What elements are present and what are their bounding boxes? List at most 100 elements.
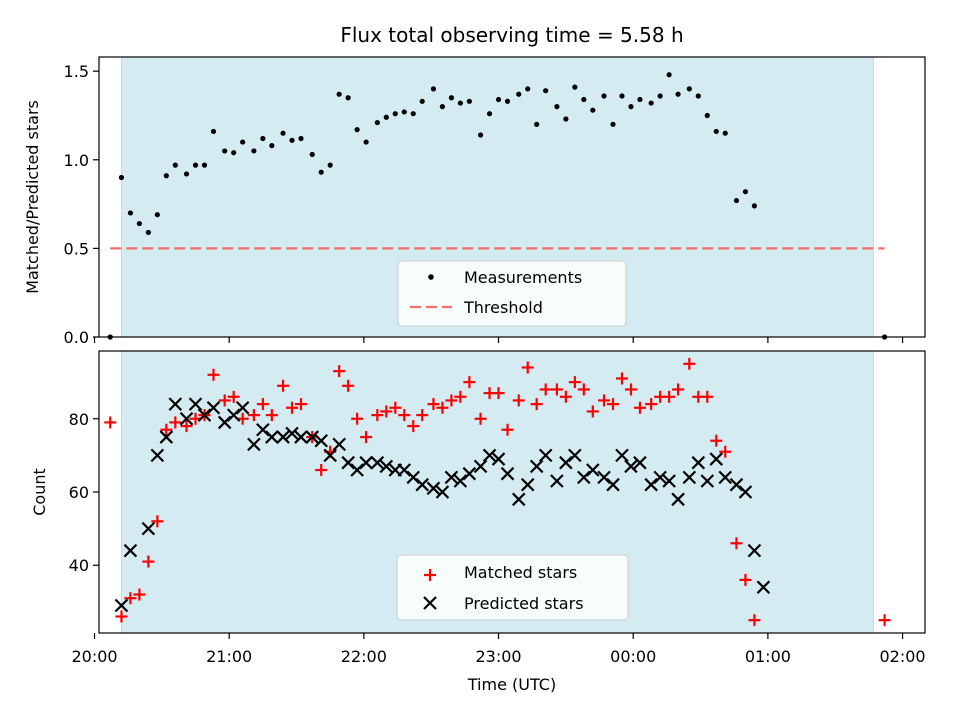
measurement-point [374, 119, 380, 126]
measurement-point [327, 162, 333, 168]
measurement-point [392, 111, 398, 117]
matched-star-point [227, 390, 240, 403]
measurement-point [504, 98, 511, 104]
x-axis-label: Time (UTC) [467, 675, 556, 694]
matched-star-point [389, 401, 402, 414]
matched-star-point [586, 405, 599, 418]
measurement-point [354, 127, 360, 133]
predicted-star-point [633, 455, 647, 470]
matched-star-point [342, 379, 355, 392]
measurement-point [675, 91, 681, 97]
measurement-point [260, 135, 266, 142]
matched-star-point [521, 361, 534, 374]
matched-star-point [133, 588, 146, 601]
matched-star-point [265, 409, 278, 422]
measurement-point [619, 93, 625, 99]
measurement-point [145, 229, 151, 236]
top-legend: Measurements Threshold [397, 260, 627, 327]
bottom-x-ticks: 20:00 21:00 22:00 23:00 00:00 01:00 02:00 [71, 633, 926, 666]
measurement-point [448, 95, 454, 101]
measurement-point [590, 107, 596, 113]
matched-star-point [501, 423, 514, 436]
predicted-star-point [256, 422, 270, 437]
predicted-star-point [285, 426, 299, 441]
matched-star-point [380, 405, 393, 418]
matched-star-point [730, 537, 743, 550]
x-tick-label: 23:00 [475, 647, 521, 666]
measurement-point [601, 93, 607, 99]
predicted-star-point [597, 470, 611, 485]
top-y-tick-label: 0.5 [64, 239, 89, 258]
matched-star-point [539, 383, 552, 396]
predicted-star-point [305, 430, 320, 444]
matched-star-point [878, 614, 891, 627]
measurement-point [163, 173, 169, 179]
matched-star-point [247, 409, 260, 422]
predicted-star-point [559, 455, 573, 470]
predicted-star-point [700, 474, 715, 488]
predicted-star-point [179, 411, 194, 426]
measurement-point [563, 116, 569, 122]
top-x-ticks [93, 337, 904, 343]
measurement-point [172, 162, 178, 168]
bottom-y-tick-label: 40 [69, 556, 89, 575]
measurement-point [383, 114, 389, 120]
predicted-star-point [653, 470, 667, 485]
legend-predicted-stars: Predicted stars [464, 594, 584, 613]
predicted-star-point [265, 430, 279, 444]
measurement-points [107, 72, 888, 340]
predicted-star-point [568, 448, 582, 463]
predicted-star-point [159, 430, 174, 444]
measurement-point [192, 162, 199, 168]
measurement-point [704, 112, 710, 119]
measurement-point [525, 86, 531, 92]
top-y-ticks: 0.0 0.5 1.0 1.5 [64, 62, 99, 347]
predicted-star-point [276, 430, 290, 444]
predicted-star-point [738, 485, 753, 499]
measurement-point [543, 88, 549, 94]
legend-predicted-marker [423, 596, 437, 610]
bottom-y-tick-label: 60 [69, 483, 89, 502]
predicted-star-point [247, 437, 261, 452]
measurement-point [136, 220, 143, 227]
measurement-point [457, 100, 463, 106]
matched-star-point [427, 398, 440, 411]
matched-star-point [615, 372, 628, 385]
matched-star-point [286, 401, 299, 414]
predicted-star-point [379, 459, 394, 474]
predicted-star-point [729, 477, 744, 492]
measurement-point [154, 212, 160, 218]
predicted-star-point [426, 481, 441, 496]
top-panel-frame [98, 56, 926, 338]
measurement-point [695, 93, 701, 99]
x-tick-label: 22:00 [341, 647, 387, 666]
predicted-star-point [500, 466, 515, 481]
matched-star-point [436, 401, 449, 414]
predicted-star-point [624, 459, 638, 474]
predicted-star-point [709, 452, 724, 466]
matched-star-point [577, 383, 590, 396]
measurement-point [516, 91, 522, 97]
matched-star-point [683, 357, 696, 370]
predicted-star-point [747, 543, 762, 558]
matched-star-point [416, 409, 429, 422]
legend-measurements: Measurements [464, 268, 582, 287]
predicted-star-point [538, 448, 553, 463]
matched-star-point [607, 398, 620, 411]
predicted-star-point [294, 430, 308, 444]
matched-star-point [180, 420, 193, 433]
matched-star-point [645, 398, 658, 411]
measurement-point [637, 96, 643, 103]
measurement-point [363, 139, 369, 145]
measurement-point [486, 111, 493, 117]
bottom-y-ticks: 40 60 80 [69, 410, 99, 575]
measurement-point [210, 128, 217, 135]
predicted-stars-points [114, 397, 771, 613]
predicted-star-point [370, 455, 385, 470]
top-y-tick-label: 1.0 [64, 151, 89, 170]
matched-star-point [169, 416, 182, 429]
matched-star-point [160, 423, 173, 436]
matched-star-point [748, 614, 761, 627]
measurement-point [713, 128, 719, 135]
